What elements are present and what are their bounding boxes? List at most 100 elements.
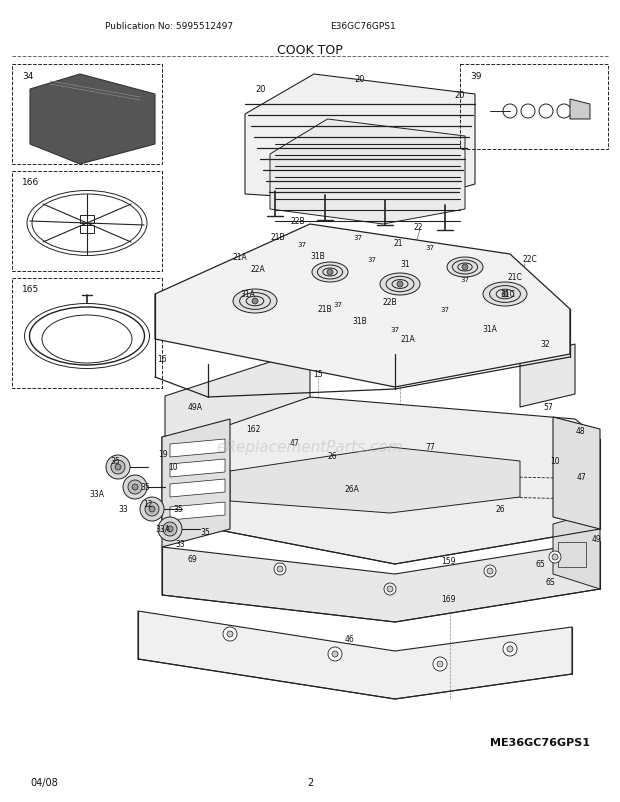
Text: 32: 32 — [540, 340, 550, 349]
Text: 49: 49 — [592, 535, 602, 544]
Ellipse shape — [483, 282, 527, 306]
Circle shape — [503, 642, 517, 656]
Circle shape — [111, 460, 125, 475]
Text: 31A: 31A — [482, 325, 497, 334]
Text: 37: 37 — [298, 241, 306, 248]
Ellipse shape — [380, 273, 420, 296]
Text: 33: 33 — [175, 540, 185, 549]
Text: Publication No: 5995512497: Publication No: 5995512497 — [105, 22, 233, 31]
Circle shape — [332, 651, 338, 657]
Text: 15: 15 — [313, 370, 323, 379]
Circle shape — [158, 517, 182, 541]
Text: 16: 16 — [157, 355, 167, 364]
Bar — [80, 225, 94, 233]
Circle shape — [507, 646, 513, 652]
Text: 57: 57 — [543, 403, 553, 412]
Circle shape — [123, 476, 147, 500]
Text: 12: 12 — [143, 500, 153, 508]
Text: 26: 26 — [327, 452, 337, 461]
Text: 39: 39 — [470, 72, 482, 81]
Text: 20: 20 — [454, 91, 465, 99]
Circle shape — [274, 563, 286, 575]
Text: 10: 10 — [550, 457, 560, 466]
Polygon shape — [138, 611, 572, 699]
Text: 34: 34 — [22, 72, 33, 81]
Bar — [558, 460, 588, 500]
Text: 48: 48 — [575, 427, 585, 436]
Circle shape — [167, 526, 173, 533]
Ellipse shape — [312, 263, 348, 282]
Text: 47: 47 — [290, 439, 300, 448]
Text: 22C: 22C — [523, 255, 538, 264]
Polygon shape — [230, 448, 520, 513]
Bar — [12, 278, 162, 388]
Circle shape — [433, 657, 447, 671]
Text: 35: 35 — [110, 457, 120, 466]
Polygon shape — [170, 480, 225, 497]
Text: 26: 26 — [495, 505, 505, 514]
Text: 37: 37 — [353, 235, 363, 241]
Circle shape — [552, 554, 558, 561]
Text: 65: 65 — [535, 560, 545, 569]
Circle shape — [277, 566, 283, 573]
Text: 21A: 21A — [232, 253, 247, 262]
Circle shape — [163, 522, 177, 537]
Text: 166: 166 — [22, 178, 39, 187]
Polygon shape — [520, 345, 575, 407]
Text: 21: 21 — [393, 238, 403, 247]
Circle shape — [227, 631, 233, 638]
Text: 10: 10 — [168, 463, 178, 472]
Circle shape — [132, 484, 138, 490]
Text: 21B: 21B — [271, 233, 285, 241]
Text: 19: 19 — [158, 450, 168, 459]
Bar — [558, 542, 586, 567]
Text: 31A: 31A — [241, 290, 255, 299]
Circle shape — [328, 647, 342, 661]
Text: 162: 162 — [246, 425, 260, 434]
Text: 21B: 21B — [317, 305, 332, 314]
Circle shape — [549, 551, 561, 563]
Bar — [12, 65, 162, 164]
Text: 33A: 33A — [156, 525, 171, 534]
Bar — [460, 65, 608, 150]
Text: 22: 22 — [414, 223, 423, 233]
Circle shape — [484, 565, 496, 577]
Text: 77: 77 — [425, 443, 435, 452]
Text: 6S: 6S — [545, 577, 555, 587]
Polygon shape — [245, 75, 475, 205]
Circle shape — [502, 292, 508, 298]
Polygon shape — [553, 418, 600, 529]
Text: 165: 165 — [22, 285, 39, 294]
Polygon shape — [553, 512, 600, 589]
Text: 37: 37 — [334, 302, 342, 308]
Text: 2: 2 — [307, 777, 313, 787]
Circle shape — [462, 265, 468, 270]
Circle shape — [106, 456, 130, 480]
Text: 20: 20 — [255, 85, 265, 95]
Text: 22B: 22B — [383, 298, 397, 307]
Text: 47: 47 — [577, 473, 587, 482]
Text: 169: 169 — [441, 595, 455, 604]
Circle shape — [128, 480, 142, 494]
Circle shape — [140, 497, 164, 521]
Polygon shape — [270, 119, 465, 225]
Polygon shape — [162, 398, 600, 565]
Circle shape — [145, 502, 159, 516]
Text: 159: 159 — [441, 557, 455, 565]
Text: 37: 37 — [440, 306, 450, 313]
Text: 22A: 22A — [250, 265, 265, 274]
Polygon shape — [165, 350, 310, 448]
Text: 22B: 22B — [291, 217, 305, 226]
Circle shape — [397, 282, 403, 288]
Text: 35: 35 — [173, 505, 183, 514]
Text: 49A: 49A — [187, 403, 203, 412]
Text: 31C: 31C — [500, 290, 515, 299]
Circle shape — [115, 464, 121, 471]
Text: 31B: 31B — [311, 252, 326, 261]
Polygon shape — [170, 439, 225, 457]
Text: 21A: 21A — [401, 335, 415, 344]
Text: 46: 46 — [345, 634, 355, 644]
Polygon shape — [162, 541, 600, 622]
Polygon shape — [170, 460, 225, 477]
Text: 37: 37 — [461, 277, 469, 282]
